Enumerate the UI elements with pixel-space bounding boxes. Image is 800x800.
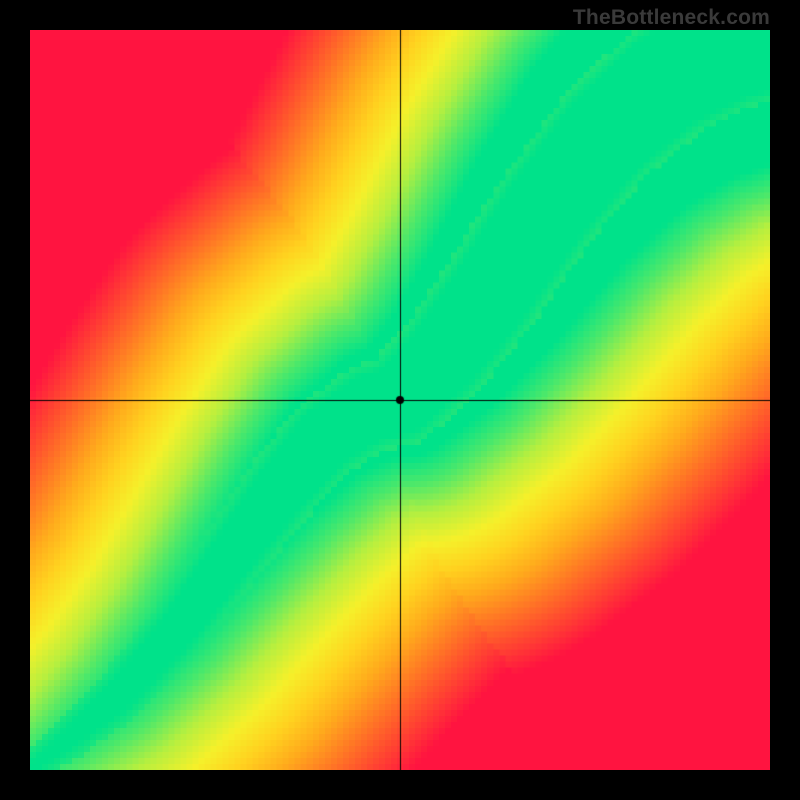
crosshair-overlay xyxy=(30,30,770,770)
watermark-text: TheBottleneck.com xyxy=(573,6,770,30)
chart-container: TheBottleneck.com xyxy=(0,0,800,800)
